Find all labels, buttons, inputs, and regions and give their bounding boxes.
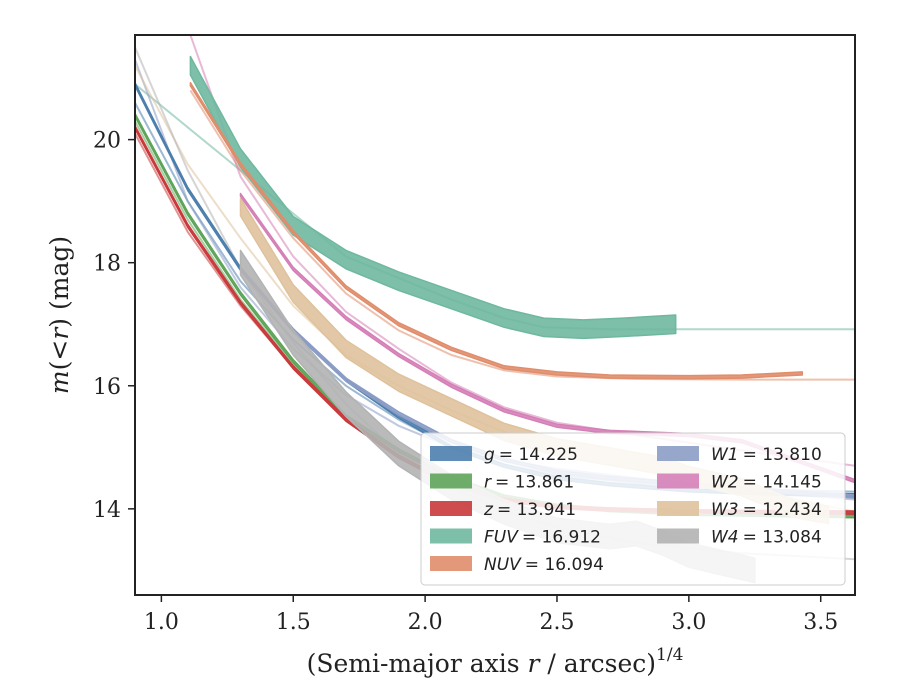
x-tick-label: 1.0 — [144, 610, 179, 635]
legend-label-7: W3 = 12.434 — [711, 500, 822, 520]
legend-val-4: = 16.094 — [525, 555, 604, 575]
legend-val-8: = 13.084 — [743, 528, 822, 548]
legend-swatch-3 — [430, 528, 472, 544]
x-axis-label: (Semi-major axis r / arcsec)1/4 — [307, 645, 684, 678]
y-axis-label-tail: ) (mag) — [45, 236, 74, 328]
x-tick-label: 3.0 — [671, 610, 706, 635]
legend-val-6: = 14.145 — [743, 473, 822, 493]
legend-swatch-2 — [430, 501, 472, 516]
legend-val-7: = 12.434 — [743, 500, 822, 520]
plot-frame — [134, 34, 856, 596]
y-tick-label: 14 — [93, 498, 121, 523]
legend-swatch-5 — [657, 446, 699, 461]
legend-var-6: W2 — [711, 473, 739, 493]
legend-var-4: NUV — [484, 555, 522, 575]
y-axis-label: m(<r) (mag) — [45, 236, 74, 394]
legend-label-3: FUV = 16.912 — [484, 528, 601, 548]
legend-label-0: g = 14.225 — [484, 445, 578, 465]
y-axis-label-m: m — [45, 370, 74, 394]
profile-band-6 — [239, 192, 855, 484]
legend-var-2: z — [483, 500, 494, 520]
x-axis-label-tail: / arcsec) — [539, 649, 656, 678]
y-axis-label-r: r — [45, 326, 74, 340]
legend-swatch-1 — [430, 473, 472, 489]
legend-swatch-6 — [657, 473, 699, 489]
legend-val-3: = 16.912 — [522, 528, 601, 548]
legend-var-1: r — [484, 473, 492, 493]
legend-var-0: g — [484, 445, 495, 465]
legend-swatch-7 — [657, 501, 699, 516]
legend-label-2: z = 13.941 — [483, 500, 576, 520]
legend-var-7: W3 — [711, 500, 739, 520]
legend-var-8: W4 — [711, 528, 739, 548]
y-tick-label: 18 — [93, 252, 121, 277]
legend-label-1: r = 13.861 — [484, 473, 574, 493]
legend-swatch-4 — [430, 556, 472, 571]
x-tick-label: 1.5 — [276, 610, 311, 635]
legend-box — [420, 432, 846, 586]
x-axis-label-superscript: 1/4 — [656, 645, 683, 665]
y-tick-label: 20 — [93, 129, 121, 154]
legend-label-8: W4 = 13.084 — [711, 528, 822, 548]
x-tick-label: 3.5 — [803, 610, 838, 635]
x-tick-label: 2.5 — [539, 610, 574, 635]
legend-val-5: = 13.810 — [743, 445, 822, 465]
model-curve-6 — [189, 35, 855, 467]
legend-label-6: W2 = 14.145 — [711, 473, 822, 493]
legend-label-4: NUV = 16.094 — [484, 555, 604, 575]
legend-var-5: W1 — [711, 445, 739, 465]
legend-swatch-0 — [430, 446, 472, 461]
legend-val-2: = 13.941 — [497, 500, 576, 520]
y-axis-label-mid: (< — [45, 340, 74, 371]
y-tick-label: 16 — [93, 375, 121, 400]
x-tick-label: 2.0 — [408, 610, 443, 635]
x-ticks: 1.0 1.5 2.0 2.5 3.0 3.5 — [144, 595, 838, 635]
legend-val-1: = 13.861 — [495, 473, 574, 493]
legend-swatch-8 — [657, 528, 699, 544]
legend-label-5: W1 = 13.810 — [711, 445, 822, 465]
profile-band-4 — [189, 81, 804, 380]
profile-band-3 — [189, 55, 677, 340]
x-axis-label-r: r — [528, 649, 542, 678]
x-axis-label-main: (Semi-major axis — [307, 649, 528, 678]
legend-var-3: FUV — [484, 528, 519, 548]
legend-val-0: = 14.225 — [499, 445, 578, 465]
y-ticks: 14 16 18 20 — [93, 129, 135, 523]
